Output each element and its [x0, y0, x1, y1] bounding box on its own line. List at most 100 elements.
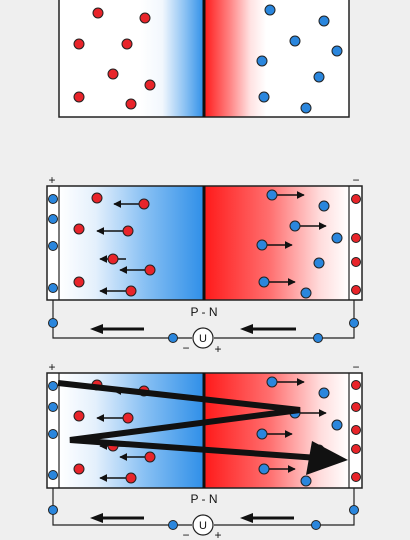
electron-dot	[256, 239, 268, 251]
current-arrow-left-head	[90, 324, 103, 334]
electron-dot	[331, 232, 343, 244]
plus-terminal-label: +	[48, 173, 55, 187]
holes-group	[73, 7, 156, 110]
zigzag-arrow-shaft	[57, 380, 319, 461]
electron-dot	[48, 318, 58, 328]
hole-dot	[351, 233, 361, 243]
p-depletion-gradient	[140, 0, 204, 117]
electron-dot	[313, 257, 325, 269]
electron-dot	[256, 428, 268, 440]
electron-dot	[318, 387, 330, 399]
hole-dot	[73, 223, 85, 235]
source-minus-label: −	[182, 341, 189, 355]
right-contact-holes	[351, 380, 361, 482]
hole-dot	[125, 285, 137, 297]
electron-dot	[349, 318, 359, 328]
hole-dot	[107, 68, 119, 80]
plus-terminal-label: +	[48, 360, 55, 374]
electron-dot	[48, 402, 58, 412]
equilibrium-panel	[58, 0, 350, 118]
electron-dot	[258, 91, 270, 103]
electron-dot	[48, 283, 58, 293]
voltage-source-symbol	[192, 514, 214, 536]
hole-dot	[125, 98, 137, 110]
hole-dot	[144, 79, 156, 91]
electron-dot	[48, 381, 58, 391]
hole-dot	[122, 225, 134, 237]
hole-dot	[122, 412, 134, 424]
zigzag-path-arrow	[57, 380, 348, 475]
electron-dot	[300, 475, 312, 487]
electron-dot	[168, 520, 178, 530]
electron-dot	[289, 220, 301, 232]
hole-dot	[351, 425, 361, 435]
electron-dot	[48, 214, 58, 224]
hole-dot	[73, 463, 85, 475]
hole-dot	[351, 380, 361, 390]
hole-dot	[73, 410, 85, 422]
electron-dot	[300, 102, 312, 114]
electron-dot	[331, 45, 343, 57]
electrons-group	[256, 4, 343, 114]
hole-dot	[138, 198, 150, 210]
right-contact-holes	[351, 194, 361, 295]
electrons-group	[256, 189, 343, 299]
external-circuit: U − +	[48, 300, 359, 356]
electron-dot	[331, 419, 343, 431]
hole-dot	[351, 194, 361, 204]
bias-panel-top: + −	[46, 173, 363, 356]
junction-label: P - N	[190, 492, 217, 506]
current-arrows	[90, 324, 296, 334]
electron-drift-arrows	[266, 378, 327, 473]
hole-dot	[139, 12, 151, 24]
source-plus-label: +	[214, 342, 221, 356]
current-arrows	[90, 513, 294, 523]
hole-dot	[144, 451, 156, 463]
hole-dot	[73, 276, 85, 288]
hole-dot	[351, 257, 361, 267]
electron-dot	[48, 470, 58, 480]
circuit-electrons	[48, 318, 359, 343]
hole-dot	[351, 285, 361, 295]
current-arrow-right-head	[240, 324, 253, 334]
circuit-wire-left	[52, 488, 192, 526]
electron-dot	[300, 287, 312, 299]
voltage-source-symbol	[192, 327, 214, 349]
voltage-source-label: U	[199, 520, 207, 532]
electron-dot	[168, 333, 178, 343]
electron-dot	[264, 4, 276, 16]
zigzag-arrow-head	[306, 441, 348, 475]
electron-dot	[256, 55, 268, 67]
hole-dot	[351, 472, 361, 482]
hole-dot	[107, 253, 119, 265]
electron-dot	[266, 189, 278, 201]
electron-dot	[48, 505, 58, 515]
hole-dot	[73, 38, 85, 50]
electron-dot	[318, 200, 330, 212]
hole-dot	[121, 38, 133, 50]
circuit-wire-right	[214, 300, 355, 339]
hole-dot	[92, 7, 104, 19]
electron-dot	[258, 276, 270, 288]
electron-dot	[349, 505, 359, 515]
electron-dot	[48, 241, 58, 251]
electron-dot	[289, 35, 301, 47]
left-contact-electrons	[48, 381, 58, 480]
electron-dot	[313, 71, 325, 83]
electron-dot	[48, 194, 58, 204]
voltage-source-label: U	[199, 333, 207, 345]
electron-drift-arrows	[266, 191, 327, 286]
hole-dot	[125, 472, 137, 484]
source-plus-label: +	[214, 528, 221, 540]
electron-dot	[313, 333, 323, 343]
left-contact-electrons	[48, 194, 58, 293]
source-minus-label: −	[182, 528, 189, 540]
electron-dot	[311, 520, 321, 530]
circuit-wire-left	[52, 300, 192, 339]
electron-dot	[258, 463, 270, 475]
electron-dot	[48, 429, 58, 439]
current-arrow-right-head	[240, 513, 253, 523]
junction-label: P - N	[190, 305, 217, 319]
minus-terminal-label: −	[352, 360, 359, 374]
